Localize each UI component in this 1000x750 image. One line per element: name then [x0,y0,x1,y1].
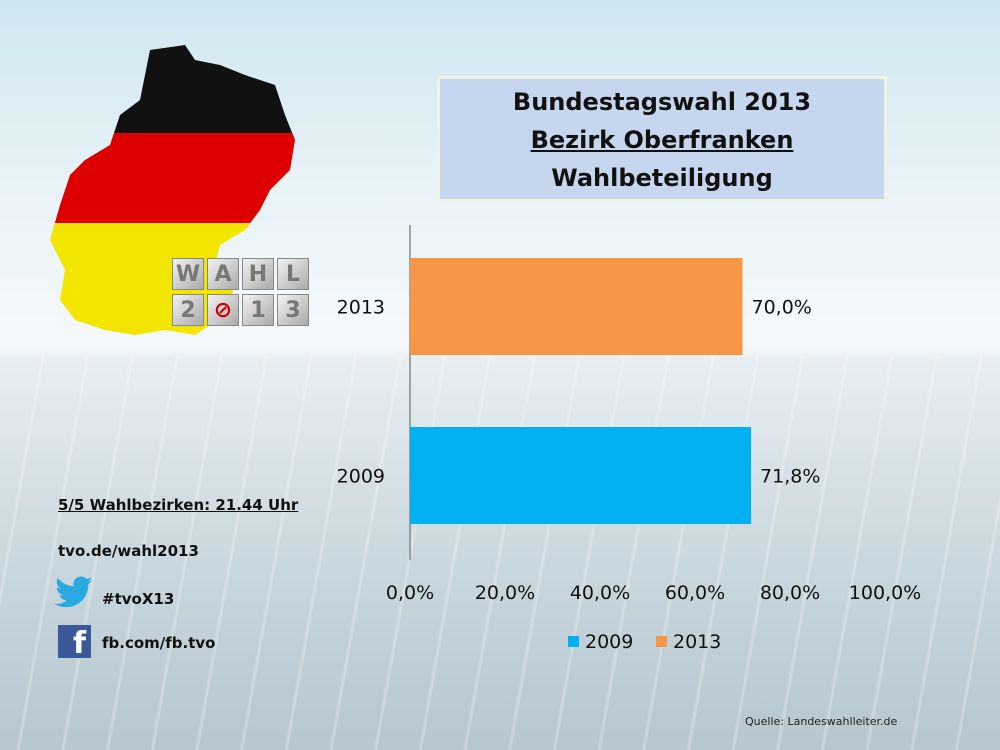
website-link[interactable]: tvo.de/wahl2013 [58,542,199,560]
category-label: 2009 [337,466,385,488]
chart-title-box: Bundestagswahl 2013 Bezirk Oberfranken W… [437,76,887,202]
germany-map-icon [50,45,295,335]
background-rays [0,355,1000,750]
legend-swatch-2013 [656,636,667,647]
twitter-handle[interactable]: #tvoX13 [102,590,175,608]
status-text: 5/5 Wahlbezirken: 21.44 Uhr [58,496,299,514]
source-text: Quelle: Landeswahlleiter.de [745,715,898,728]
facebook-link[interactable]: fb.com/fb.tvo [102,634,216,652]
twitter-bird-icon [54,576,93,608]
x-tick-label: 0,0% [386,582,434,604]
title-line-3: Wahlbeteiligung [551,164,773,192]
bar-2009 [410,427,752,524]
value-label: 71,8% [760,466,820,488]
value-label: 70,0% [752,297,812,319]
x-tick-label: 100,0% [849,582,921,604]
title-line-1: Bundestagswahl 2013 [512,88,812,116]
x-tick-label: 20,0% [475,582,535,604]
legend-swatch-2009 [568,636,579,647]
x-tick-label: 40,0% [570,582,630,604]
legend-label-2009: 2009 [585,631,633,653]
facebook-icon: f [58,625,91,658]
x-tick-label: 60,0% [665,582,725,604]
category-label: 2013 [337,297,385,319]
legend-label-2013: 2013 [673,631,721,653]
x-tick-label: 80,0% [760,582,820,604]
bar-2013 [410,258,743,355]
title-line-2: Bezirk Oberfranken [530,126,794,154]
